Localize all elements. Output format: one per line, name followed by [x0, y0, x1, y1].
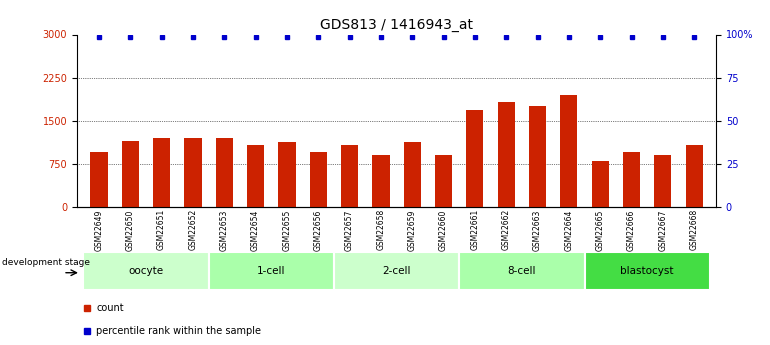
Bar: [153, 138, 170, 207]
Text: GSM22654: GSM22654: [251, 209, 260, 250]
Bar: [122, 141, 139, 207]
Bar: [278, 142, 296, 207]
Bar: [529, 106, 546, 207]
Bar: [459, 252, 584, 290]
Text: GSM22658: GSM22658: [377, 209, 386, 250]
Text: GSM22668: GSM22668: [690, 209, 698, 250]
Bar: [341, 145, 358, 207]
Text: GSM22662: GSM22662: [502, 209, 511, 250]
Bar: [467, 110, 484, 207]
Bar: [372, 155, 390, 207]
Text: GSM22659: GSM22659: [407, 209, 417, 250]
Bar: [435, 155, 452, 207]
Bar: [623, 152, 640, 207]
Text: percentile rank within the sample: percentile rank within the sample: [96, 326, 261, 335]
Text: 8-cell: 8-cell: [507, 266, 536, 276]
Text: GSM22664: GSM22664: [564, 209, 574, 250]
Text: GSM22649: GSM22649: [95, 209, 103, 250]
Text: GSM22655: GSM22655: [283, 209, 291, 250]
Bar: [591, 161, 609, 207]
Bar: [497, 102, 515, 207]
Bar: [685, 145, 703, 207]
Bar: [216, 138, 233, 207]
Bar: [184, 138, 202, 207]
Bar: [403, 142, 421, 207]
Text: 2-cell: 2-cell: [382, 266, 411, 276]
Text: GSM22651: GSM22651: [157, 209, 166, 250]
Bar: [247, 145, 264, 207]
Text: GSM22660: GSM22660: [439, 209, 448, 250]
Bar: [310, 152, 326, 207]
Bar: [334, 252, 459, 290]
Bar: [584, 252, 710, 290]
Bar: [90, 152, 108, 207]
Bar: [561, 96, 578, 207]
Text: GSM22650: GSM22650: [126, 209, 135, 250]
Text: 1-cell: 1-cell: [257, 266, 286, 276]
Text: count: count: [96, 303, 124, 313]
Text: GSM22665: GSM22665: [596, 209, 604, 250]
Text: GSM22663: GSM22663: [533, 209, 542, 250]
Text: GSM22667: GSM22667: [658, 209, 668, 250]
Bar: [83, 252, 209, 290]
Text: GSM22661: GSM22661: [470, 209, 480, 250]
Bar: [209, 252, 334, 290]
Text: GSM22653: GSM22653: [219, 209, 229, 250]
Title: GDS813 / 1416943_at: GDS813 / 1416943_at: [320, 18, 473, 32]
Text: development stage: development stage: [2, 258, 90, 267]
Text: GSM22657: GSM22657: [345, 209, 354, 250]
Text: GSM22656: GSM22656: [313, 209, 323, 250]
Text: oocyte: oocyte: [129, 266, 163, 276]
Text: GSM22666: GSM22666: [627, 209, 636, 250]
Text: GSM22652: GSM22652: [189, 209, 197, 250]
Bar: [654, 155, 671, 207]
Text: blastocyst: blastocyst: [621, 266, 674, 276]
